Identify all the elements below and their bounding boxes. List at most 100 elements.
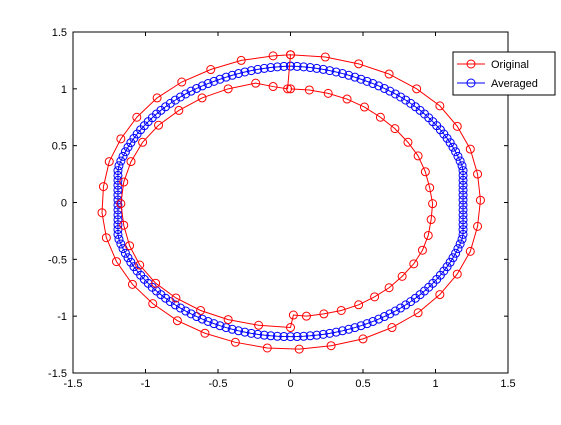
series-averaged (113, 61, 468, 342)
data-point (318, 329, 328, 339)
data-point (186, 309, 196, 319)
data-point (113, 175, 123, 185)
data-point (215, 321, 225, 331)
data-point (175, 92, 185, 102)
data-point (458, 200, 468, 210)
x-tick-label: 0.5 (355, 378, 370, 390)
data-point (251, 78, 261, 88)
data-point (374, 81, 384, 91)
data-point (113, 225, 123, 235)
data-point (385, 309, 395, 319)
data-point (362, 76, 372, 86)
data-point (384, 69, 394, 79)
data-point (325, 328, 335, 338)
data-point (458, 215, 468, 225)
data-point (312, 330, 322, 340)
data-point (426, 215, 436, 225)
data-point (375, 112, 385, 122)
data-point (113, 220, 123, 230)
data-point (453, 151, 463, 161)
data-point (286, 61, 295, 71)
data-point (413, 308, 423, 318)
data-point (412, 84, 422, 94)
data-point (206, 65, 216, 75)
data-point (420, 167, 430, 177)
data-point (409, 259, 419, 269)
data-point (114, 234, 124, 244)
data-point (448, 253, 458, 263)
data-point (457, 234, 467, 244)
data-point (148, 299, 158, 309)
data-point (387, 323, 397, 333)
ticks-layer: -1.5 -1 -0.5 0 0.5 1 1.5 -1.5 -1 -0.5 0 0.5 1 1.5 (48, 27, 516, 390)
data-point (354, 300, 364, 310)
x-tick-label: 1.5 (500, 378, 515, 390)
data-point (473, 169, 483, 179)
data-point (320, 52, 330, 62)
data-point (331, 67, 341, 77)
legend-box (452, 51, 556, 96)
data-point (116, 134, 126, 144)
data-point (116, 156, 126, 166)
data-point (170, 95, 180, 105)
data-point (384, 283, 394, 293)
data-point (119, 220, 129, 230)
data-point (154, 120, 164, 130)
data-point (458, 195, 468, 205)
series-original (97, 50, 485, 354)
data-point (458, 205, 468, 215)
data-point (272, 62, 282, 72)
y-tick-label: -1 (57, 311, 67, 323)
data-point (359, 102, 369, 112)
data-point (253, 329, 263, 339)
data-point (451, 248, 461, 258)
data-point (268, 51, 278, 61)
data-point (445, 138, 455, 148)
data-point (161, 102, 171, 112)
data-point (326, 341, 336, 351)
data-point (151, 278, 161, 288)
data-point (240, 67, 250, 77)
data-point (123, 253, 133, 263)
data-point (253, 64, 263, 74)
data-point (283, 84, 293, 94)
data-point (396, 303, 406, 313)
data-point (113, 170, 123, 180)
legend-marker (466, 59, 476, 69)
data-point (170, 300, 180, 310)
data-point (370, 292, 380, 302)
y-tick-label: -0.5 (48, 254, 67, 266)
data-point (448, 142, 458, 152)
data-point (435, 101, 445, 111)
legend-items: Original Averaged (457, 59, 538, 90)
data-point (410, 293, 420, 303)
axes-box (72, 31, 509, 374)
data-point (292, 332, 302, 342)
data-point (286, 332, 295, 342)
data-point (368, 316, 378, 326)
data-point (455, 239, 465, 249)
data-point (126, 257, 136, 267)
data-point (223, 315, 233, 325)
x-tick-label: 1 (432, 378, 438, 390)
data-point (116, 239, 126, 249)
data-point (455, 156, 465, 166)
data-point (174, 105, 184, 115)
y-tick-label: 0 (61, 198, 67, 210)
data-point (413, 151, 423, 161)
data-point (452, 121, 462, 131)
data-point (286, 323, 295, 333)
data-point (397, 271, 407, 281)
data-point (138, 137, 148, 147)
data-point (390, 124, 400, 134)
data-point (458, 225, 468, 235)
data-point (246, 328, 256, 338)
data-point (113, 215, 123, 225)
data-point (120, 248, 130, 258)
data-point (428, 199, 438, 209)
data-point (305, 331, 315, 341)
data-point (196, 305, 206, 315)
data-point (292, 61, 302, 71)
data-point (304, 85, 314, 95)
data-point (458, 220, 468, 230)
